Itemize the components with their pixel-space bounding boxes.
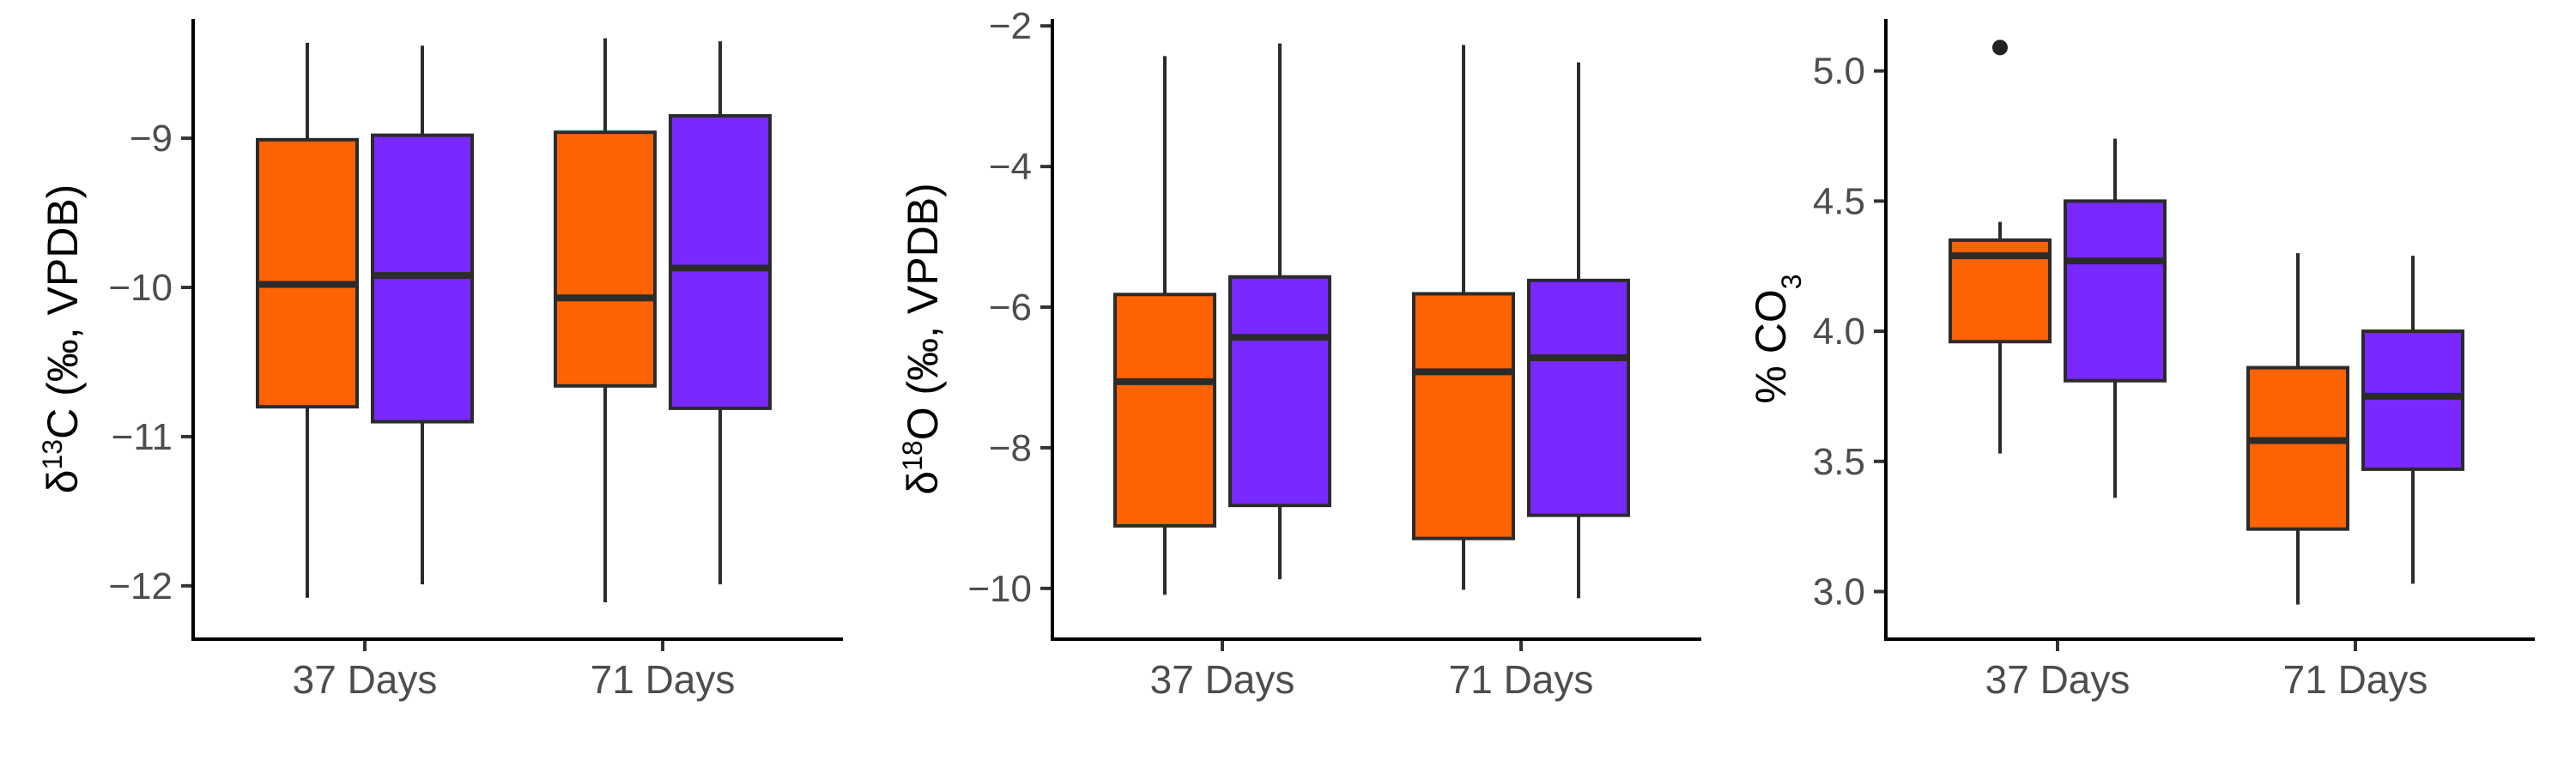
box-iqr <box>2246 365 2349 531</box>
co3-box-2-2 <box>2361 256 2464 584</box>
box-iqr <box>1412 292 1515 540</box>
panel-co3-boxes <box>1949 39 2464 605</box>
co3-x-tick-label: 71 Days <box>2283 657 2428 702</box>
co3-y-tick-label: 5.0 <box>1813 51 1865 93</box>
panel-d13c-y-axis-title: δ13C (‰, VPDB) <box>37 184 87 494</box>
box-iqr <box>1113 293 1216 528</box>
co3-box-1-1 <box>1949 39 2052 454</box>
co3-y-tick-label: 4.5 <box>1813 180 1865 222</box>
d18o-y-tick-label: −6 <box>989 287 1032 329</box>
d13c-box-1-2 <box>554 38 657 602</box>
box-iqr <box>669 114 772 410</box>
d13c-x-tick-label: 37 Days <box>293 657 438 702</box>
d13c-y-tick-label: −10 <box>108 267 173 309</box>
box-iqr <box>1228 275 1331 508</box>
panel-d18o-boxes <box>1113 43 1630 599</box>
d13c-y-tick-label: −11 <box>112 416 173 458</box>
d18o-box-1-1 <box>1113 56 1216 595</box>
panel-co3: % CO3 3.0 3.5 4.0 4.5 5.0 37 Days 71 Days <box>1747 19 2535 702</box>
co3-y-tick-label: 3.0 <box>1813 571 1865 613</box>
panel-d18o-y-ticks: −10 −8 −6 −4 −2 <box>967 5 1052 610</box>
d13c-box-2-2 <box>669 41 772 585</box>
d13c-y-tick-label: −9 <box>130 118 173 160</box>
d18o-y-tick-label: −4 <box>989 146 1032 188</box>
d18o-y-tick-label: −10 <box>967 568 1032 610</box>
box-iqr <box>2064 199 2167 383</box>
box-iqr <box>1527 278 1630 517</box>
d18o-y-tick-label: −2 <box>989 5 1032 47</box>
panel-d18o-x-ticks: 37 Days 71 Days <box>1150 639 1594 702</box>
d18o-box-2-2 <box>1527 62 1630 599</box>
d13c-box-1-1 <box>256 42 359 598</box>
panel-co3-y-axis-title: % CO3 <box>1747 274 1807 403</box>
co3-box-2-1 <box>2064 138 2167 498</box>
panel-co3-x-ticks: 37 Days 71 Days <box>1985 639 2428 702</box>
d13c-y-tick-label: −12 <box>108 565 173 607</box>
box-iqr <box>2361 329 2464 471</box>
panel-d18o: δ18O (‰, VPDB) −10 −8 −6 −4 −2 37 Days 71 Day… <box>897 5 1701 702</box>
co3-box-1-2 <box>2246 253 2349 605</box>
box-iqr <box>554 130 657 388</box>
panel-d13c-x-ticks: 37 Days 71 Days <box>293 639 736 702</box>
d18o-box-1-2 <box>1412 45 1515 590</box>
panel-d13c: δ13C (‰, VPDB) −12 −11 −10 −9 37 Days 71 Day… <box>37 19 843 702</box>
co3-x-tick-label: 37 Days <box>1985 657 2131 702</box>
d13c-x-tick-label: 71 Days <box>591 657 736 702</box>
panel-d18o-y-axis-title: δ18O (‰, VPDB) <box>897 183 947 494</box>
d18o-x-tick-label: 71 Days <box>1449 657 1594 702</box>
panel-co3-y-ticks: 3.0 3.5 4.0 4.5 5.0 <box>1813 51 1886 613</box>
co3-y-tick-label: 4.0 <box>1813 311 1865 353</box>
box-iqr <box>256 137 359 409</box>
d13c-box-2-1 <box>371 45 474 585</box>
d18o-box-2-1 <box>1228 43 1331 580</box>
d18o-y-tick-label: −8 <box>989 427 1032 469</box>
panel-d13c-boxes <box>256 38 772 602</box>
outlier-point <box>1992 39 2008 56</box>
co3-y-tick-label: 3.5 <box>1813 441 1865 483</box>
panel-d13c-y-ticks: −12 −11 −10 −9 <box>108 118 193 607</box>
d18o-x-tick-label: 37 Days <box>1150 657 1295 702</box>
